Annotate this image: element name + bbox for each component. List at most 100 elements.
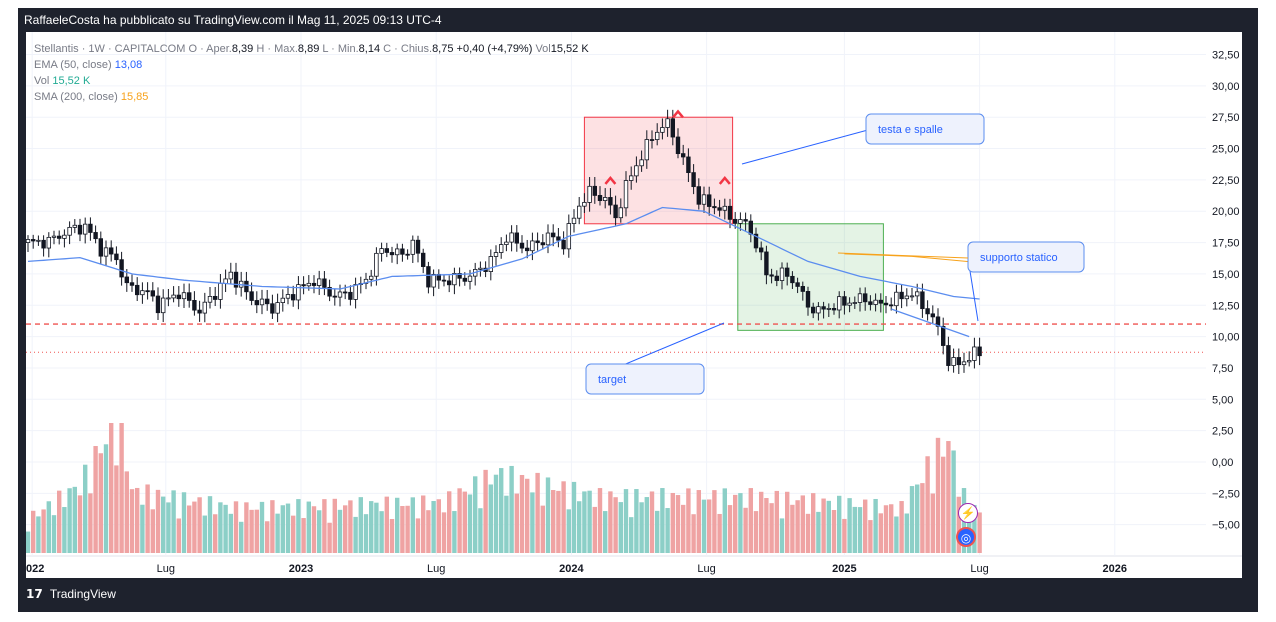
candle-body <box>259 298 265 306</box>
volume-bar <box>644 497 649 553</box>
candle-body <box>738 219 743 224</box>
candle-body <box>686 156 691 174</box>
volume-bar <box>363 514 369 553</box>
candle-body <box>868 301 873 305</box>
volume-bar <box>457 488 462 553</box>
candle-body <box>140 290 145 296</box>
time-tick-label: 2026 <box>1103 563 1127 575</box>
earnings-globe-icon[interactable]: ◎ <box>956 527 976 547</box>
volume-bar <box>592 506 597 553</box>
legend-volume-row[interactable]: Vol 15,52 K <box>34 73 589 89</box>
candle-body <box>644 139 649 161</box>
time-tick-label: 2025 <box>832 563 856 575</box>
candle-body <box>670 118 675 138</box>
price-tick-label: 7,50 <box>1212 363 1233 375</box>
volume-bar <box>207 496 213 553</box>
candle-body <box>727 205 733 220</box>
ema-line <box>27 206 980 300</box>
candle-body <box>446 280 452 286</box>
volume-bar <box>306 501 311 553</box>
volume-bar <box>670 492 675 553</box>
volume-bar <box>405 505 410 553</box>
volume-bar <box>98 453 103 553</box>
legend-sma-row[interactable]: SMA (200, close) 15,85 <box>34 89 589 105</box>
candle-body <box>405 253 410 256</box>
volume-bar <box>504 495 509 553</box>
candle-body <box>889 304 894 307</box>
callout-head-shoulders-box <box>865 113 985 145</box>
volume-bar <box>369 501 374 553</box>
legend-volume-value: 15,52 K <box>52 75 91 87</box>
candle-body <box>951 357 956 366</box>
candle-body <box>155 295 161 314</box>
volume-bar <box>582 491 587 553</box>
candle-body <box>613 204 618 219</box>
volume-bar <box>161 496 166 553</box>
candle-body <box>62 234 67 239</box>
volume-bar <box>447 491 452 553</box>
callout-head-shoulders-pointer <box>741 130 867 165</box>
candle-body <box>270 303 275 314</box>
candle-body <box>114 253 119 261</box>
volume-bar <box>717 513 722 553</box>
lightning-alert-icon[interactable]: ⚡ <box>958 503 978 523</box>
volume-bar <box>291 515 296 553</box>
volume-bar <box>88 493 93 553</box>
candle-body <box>56 235 62 239</box>
candle-body <box>98 238 103 257</box>
volume-bar <box>109 423 114 553</box>
candle-body <box>488 256 493 272</box>
candle-body <box>415 239 421 254</box>
volume-bar <box>816 511 821 553</box>
candle-body <box>748 220 753 235</box>
candle-body <box>420 252 426 267</box>
volume-bar <box>493 474 499 553</box>
volume-bar <box>904 513 909 553</box>
candle-body <box>681 153 686 158</box>
price-chart[interactable]: 32,50 30,00 27,50 25,00 22,50 20,00 17,50 15,00… <box>26 32 1242 578</box>
legend-ema-row[interactable]: EMA (50, close) 13,08 <box>34 57 589 73</box>
volume-bar <box>769 503 774 553</box>
volume-bar <box>603 511 608 553</box>
volume-bar <box>322 499 327 553</box>
volume-bar <box>733 494 738 553</box>
callout-static-support: supporto statico <box>967 241 1085 322</box>
volume-bar <box>218 502 223 553</box>
callout-target: target <box>585 322 725 395</box>
candle-body <box>212 295 218 300</box>
price-tick-label: 12,50 <box>1212 300 1240 312</box>
volume-bar <box>556 490 561 553</box>
candle-body <box>561 239 566 250</box>
volume-bar <box>103 444 109 553</box>
candle-body <box>389 252 395 256</box>
volume-bar <box>197 497 202 553</box>
volume-bar <box>395 497 400 553</box>
volume-bar <box>811 493 816 553</box>
candle-body <box>498 244 504 253</box>
volume-bar <box>634 489 639 553</box>
candle-body <box>909 295 915 298</box>
candle-body <box>166 297 171 300</box>
candle-body <box>348 291 353 300</box>
volume-bar <box>77 495 83 553</box>
candle-body <box>956 357 961 366</box>
volume-bar <box>348 500 353 553</box>
candle-body <box>109 247 114 255</box>
volume-bar <box>712 490 717 553</box>
time-tick-label: 2024 <box>559 563 584 575</box>
candle-body <box>26 239 31 243</box>
volume-bar <box>187 505 192 553</box>
pattern-peak-marker <box>604 175 617 185</box>
candle-body <box>530 240 535 252</box>
candle-body <box>150 290 155 297</box>
candle-body <box>280 297 285 303</box>
volume-bar <box>135 487 140 553</box>
candle-body <box>207 295 213 303</box>
candle-body <box>894 291 899 307</box>
volume-bar <box>649 491 655 553</box>
candle-body <box>831 307 837 311</box>
volume-bar <box>785 491 790 553</box>
candle-body <box>218 282 223 300</box>
candle-body <box>582 202 587 207</box>
candle-body <box>296 284 301 301</box>
